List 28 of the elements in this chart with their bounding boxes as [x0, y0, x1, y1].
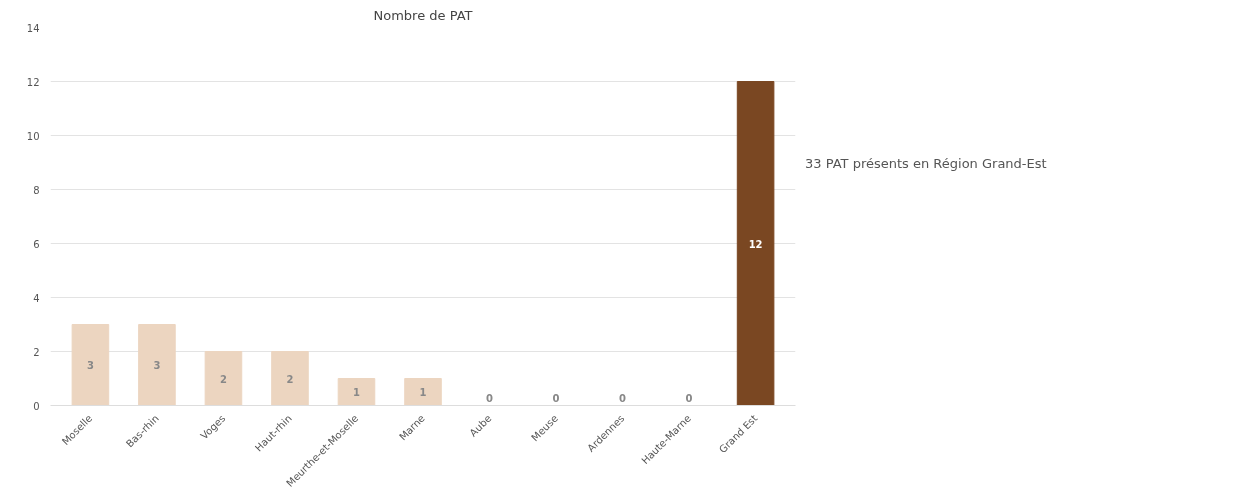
- y-tick-label: 12: [26, 76, 40, 88]
- data-label: 2: [286, 373, 294, 385]
- y-tick-label: 0: [33, 400, 40, 412]
- data-label: 3: [153, 360, 161, 371]
- y-tick-label: 8: [33, 184, 40, 196]
- y-tick-label: 2: [33, 346, 40, 358]
- bar: [71, 324, 110, 406]
- data-label: 2: [219, 373, 227, 385]
- data-label: 3: [86, 360, 94, 371]
- data-label: 12: [748, 238, 763, 250]
- y-tick-label: 14: [26, 22, 40, 34]
- bar: [204, 351, 243, 406]
- data-label: 1: [353, 387, 360, 398]
- data-label: 1: [419, 387, 427, 398]
- bar: [271, 351, 309, 406]
- data-label: 0: [486, 392, 494, 404]
- bar: [404, 378, 442, 406]
- y-tick-label: 10: [26, 130, 40, 142]
- text: 33 PAT présents en Région Grand-Est: [805, 155, 1047, 173]
- y-tick-label: 6: [33, 238, 40, 250]
- y-tick-label: 4: [33, 292, 40, 304]
- bar: [736, 81, 775, 406]
- bar: [337, 378, 376, 406]
- chart-title: Nombre de PAT: [373, 7, 473, 23]
- data-label: 0: [552, 392, 560, 404]
- bar: [138, 324, 176, 406]
- data-label: 0: [685, 392, 693, 404]
- data-label: 0: [619, 392, 627, 404]
